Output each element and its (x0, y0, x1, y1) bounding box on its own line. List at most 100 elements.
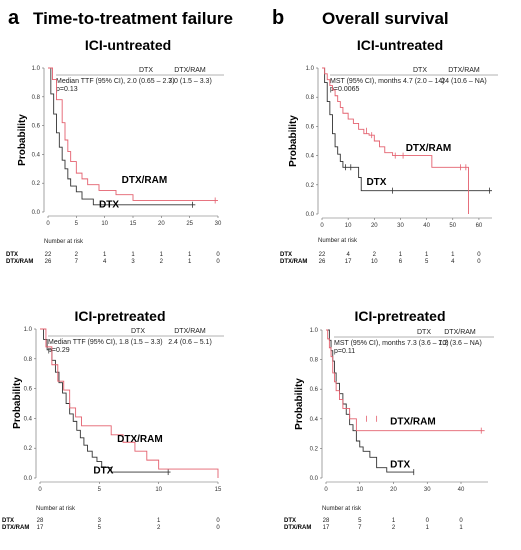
annotation-header-dtx-ram: DTX/RAM (448, 67, 480, 74)
y-tick-label: 1.0 (306, 66, 315, 72)
km-plot-ttf-pretreated: ICI-pretreated Probability 0.0 0.2 0.4 0.6 0.8… (2, 308, 224, 531)
risk-count: 26 (45, 259, 52, 265)
km-curve-dtx (322, 67, 492, 192)
y-tick-label: 0.4 (32, 152, 41, 158)
risk-count: 1 (425, 252, 429, 258)
x-tick-label: 25 (186, 221, 193, 227)
risk-count: 2 (392, 525, 396, 531)
risk-count: 2 (157, 525, 161, 531)
risk-count: 4 (451, 259, 455, 265)
annotation-median-label: MST (95% CI), months 7.3 (3.6 – 10) (334, 340, 449, 347)
y-tick-label: 0.0 (306, 212, 315, 218)
x-tick-label: 20 (158, 221, 165, 227)
risk-count: 0 (477, 259, 481, 265)
annotation-header-dtx: DTX (131, 328, 145, 335)
y-tick-label: 0.2 (306, 183, 315, 189)
x-tick-label: 10 (356, 487, 363, 493)
y-tick-label: 1.0 (32, 66, 41, 72)
series-label-dtx-ram: DTX/RAM (406, 143, 452, 154)
y-tick-label: 0.8 (306, 95, 315, 101)
risk-count: 17 (37, 525, 44, 531)
annotation-median-dtx-ram: 7.2 (3.6 – NA) (438, 340, 482, 347)
x-tick-label: 15 (130, 221, 137, 227)
y-tick-label: 0.6 (24, 387, 33, 393)
x-tick-label: 10 (101, 221, 108, 227)
panel-title-a: Time-to-treatment failure (33, 9, 233, 28)
risk-count: 1 (188, 252, 192, 258)
risk-table-title: Number at risk (36, 506, 76, 512)
km-plot-os-pretreated: ICI-pretreated Probability 0.0 0.2 0.4 0.6 0.8… (284, 308, 494, 531)
annotation-p-value: p=0.13 (56, 86, 78, 93)
annotation-median-label: Median TTF (95% CI), 2.0 (0.65 – 2.7) (56, 78, 175, 85)
risk-count: 22 (45, 252, 52, 258)
x-tick-label: 0 (46, 221, 50, 227)
risk-row-label: DTX (284, 518, 296, 524)
risk-count: 1 (103, 252, 107, 258)
series-label-dtx-ram: DTX/RAM (117, 434, 163, 445)
x-tick-label: 0 (38, 487, 42, 493)
risk-table-title: Number at risk (322, 506, 362, 512)
series-label-dtx: DTX (93, 466, 113, 477)
risk-row-label: DTX/RAM (2, 525, 29, 531)
annotation-median-dtx-ram: 2.4 (0.6 – 5.1) (168, 339, 212, 346)
risk-count: 2 (160, 259, 164, 265)
risk-row-label: DTX (2, 518, 14, 524)
y-tick-label: 0.2 (24, 446, 33, 452)
y-tick-label: 0.0 (32, 210, 41, 216)
y-tick-label: 0.4 (24, 416, 33, 422)
risk-count: 0 (216, 518, 220, 524)
risk-count: 26 (319, 259, 326, 265)
annotation-median-label: Median TTF (95% CI), 1.8 (1.5 – 3.3) (48, 339, 163, 346)
annotation-median-dtx-ram: 24 (10.6 – NA) (441, 78, 487, 85)
risk-count: 17 (323, 525, 330, 531)
y-tick-label: 0.8 (32, 95, 41, 101)
x-tick-label: 0 (320, 223, 324, 229)
y-axis-label: Probability (288, 115, 299, 167)
series-label-dtx: DTX (99, 200, 119, 211)
x-tick-label: 50 (449, 223, 456, 229)
km-curve-dtx-ram (40, 328, 219, 478)
km-plot-ttf-untreated: ICI-untreated Probability 0.0 0.2 0.4 0.6 0.8 1… (6, 37, 224, 265)
risk-row-label: DTX (6, 252, 18, 258)
plot-subtitle: ICI-pretreated (354, 308, 445, 324)
y-tick-label: 0.8 (310, 358, 319, 364)
annotation-p-value: p=0.0065 (330, 86, 359, 93)
x-tick-label: 15 (215, 487, 222, 493)
annotation-header-dtx-ram: DTX/RAM (174, 67, 206, 74)
annotation-header-dtx: DTX (417, 329, 431, 336)
plot-subtitle: ICI-untreated (85, 37, 171, 53)
risk-count: 1 (188, 259, 192, 265)
risk-count: 0 (216, 252, 220, 258)
risk-count: 1 (157, 518, 161, 524)
x-tick-label: 5 (98, 487, 102, 493)
risk-count: 0 (426, 518, 430, 524)
annotation-p-value: p=0.11 (334, 348, 355, 355)
annotation-header-dtx: DTX (413, 67, 427, 74)
risk-count: 4 (103, 259, 107, 265)
risk-count: 0 (477, 252, 481, 258)
x-tick-label: 20 (371, 223, 378, 229)
series-label-dtx: DTX (390, 460, 410, 471)
plot-subtitle: ICI-untreated (357, 37, 443, 53)
panel-title-b: Overall survival (322, 9, 449, 28)
risk-count: 6 (399, 259, 403, 265)
y-tick-label: 0.6 (306, 124, 315, 130)
risk-count: 1 (399, 252, 403, 258)
panel-letter-a: a (8, 7, 20, 29)
risk-count: 0 (216, 525, 220, 531)
risk-row-label: DTX/RAM (280, 259, 307, 265)
y-tick-label: 1.0 (310, 328, 319, 334)
risk-count: 2 (373, 252, 377, 258)
y-axis-label: Probability (294, 378, 305, 430)
risk-count: 28 (37, 518, 44, 524)
risk-count: 1 (392, 518, 396, 524)
x-tick-label: 0 (324, 487, 328, 493)
annotation-header-dtx: DTX (139, 67, 153, 74)
x-tick-label: 10 (345, 223, 352, 229)
y-tick-label: 0.2 (310, 446, 319, 452)
risk-count: 1 (451, 252, 455, 258)
series-label-dtx-ram: DTX/RAM (122, 175, 168, 186)
annotation-median-dtx-ram: 3.0 (1.5 – 3.3) (168, 78, 212, 85)
annotation-header-dtx-ram: DTX/RAM (174, 328, 206, 335)
x-tick-label: 30 (215, 221, 222, 227)
